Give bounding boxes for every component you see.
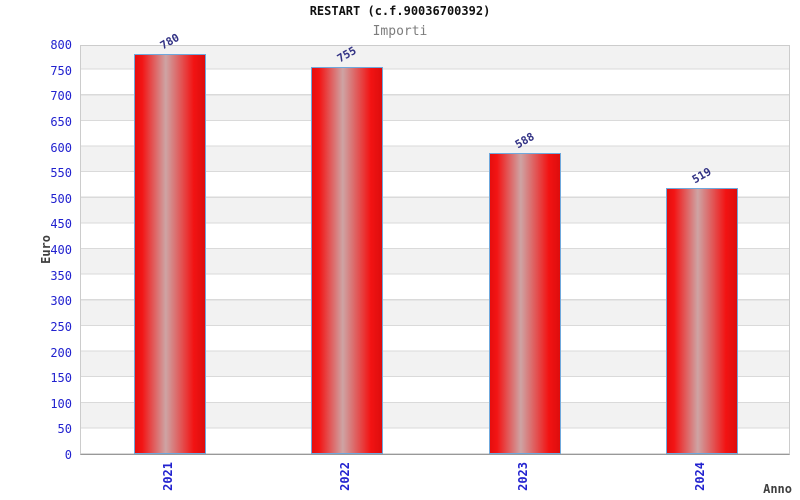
y-tick-label: 700 bbox=[50, 89, 72, 104]
plot-area: 780 755 588 519 bbox=[80, 31, 790, 455]
bar-2023 bbox=[488, 152, 561, 454]
y-tick-label: 150 bbox=[50, 371, 72, 386]
y-tick-label: 200 bbox=[50, 345, 72, 360]
y-tick-label: 550 bbox=[50, 166, 72, 181]
x-tick-label: 2021 bbox=[160, 462, 175, 491]
y-tick-label: 600 bbox=[50, 140, 72, 155]
y-tick-label: 0 bbox=[64, 448, 72, 462]
y-tick-label: 800 bbox=[50, 38, 72, 52]
y-tick-label: 450 bbox=[50, 217, 72, 232]
bar-2024 bbox=[666, 188, 739, 454]
y-tick-label: 500 bbox=[50, 191, 72, 206]
bar-2022 bbox=[311, 67, 384, 454]
y-tick-label: 650 bbox=[50, 114, 72, 129]
bar-2021 bbox=[133, 54, 206, 454]
chart-subtitle: Importi bbox=[372, 24, 428, 39]
y-tick-label: 250 bbox=[50, 319, 72, 334]
y-tick-label: 300 bbox=[50, 294, 72, 309]
chart-title: RESTART (c.f.90036700392) bbox=[309, 4, 491, 18]
y-tick-label: 50 bbox=[57, 422, 72, 437]
x-tick-label: 2022 bbox=[338, 462, 353, 491]
x-tick-label: 2023 bbox=[515, 462, 530, 491]
x-tick-label: 2024 bbox=[693, 462, 708, 491]
x-axis-title: Anno bbox=[763, 482, 792, 496]
y-tick-label: 350 bbox=[50, 268, 72, 283]
y-tick-label: 400 bbox=[50, 243, 72, 257]
y-tick-label: 100 bbox=[50, 396, 72, 411]
y-tick-label: 750 bbox=[50, 63, 72, 78]
